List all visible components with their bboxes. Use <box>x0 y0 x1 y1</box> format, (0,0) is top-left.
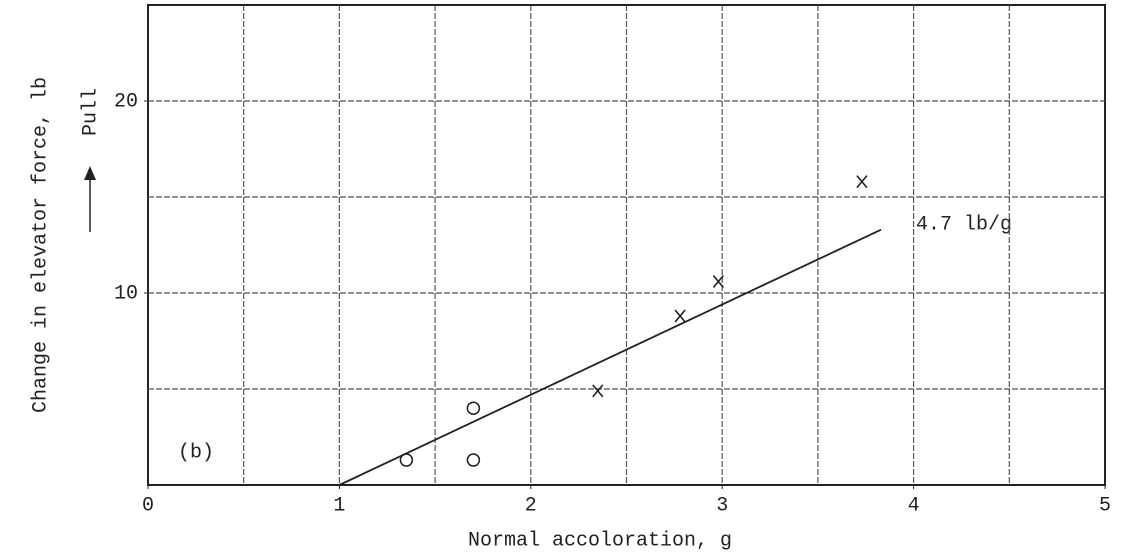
point <box>712 274 724 288</box>
point <box>592 384 604 398</box>
direction-arrowhead <box>84 166 96 180</box>
direction-label: Pull <box>79 88 102 136</box>
y-tick-label: 20 <box>114 90 138 113</box>
x-tick-label: 5 <box>1099 494 1111 517</box>
point <box>674 309 686 323</box>
x-tick-label: 4 <box>908 494 920 517</box>
point <box>856 175 868 189</box>
slope-annotation: 4.7 lb/g <box>916 213 1012 236</box>
x-tick-label: 1 <box>333 494 345 517</box>
x-tick-label: 0 <box>142 494 154 517</box>
y-tick-label: 10 <box>114 282 138 305</box>
x-tick-label: 2 <box>525 494 537 517</box>
point <box>466 401 481 415</box>
panel-label: (b) <box>178 441 214 464</box>
point <box>466 453 481 467</box>
x-tick-label: 3 <box>716 494 728 517</box>
x-axis-label: Normal accoloration, g <box>468 529 732 552</box>
fit-line <box>339 228 882 486</box>
y-axis-label: Change in elevator force, lb <box>29 77 52 413</box>
